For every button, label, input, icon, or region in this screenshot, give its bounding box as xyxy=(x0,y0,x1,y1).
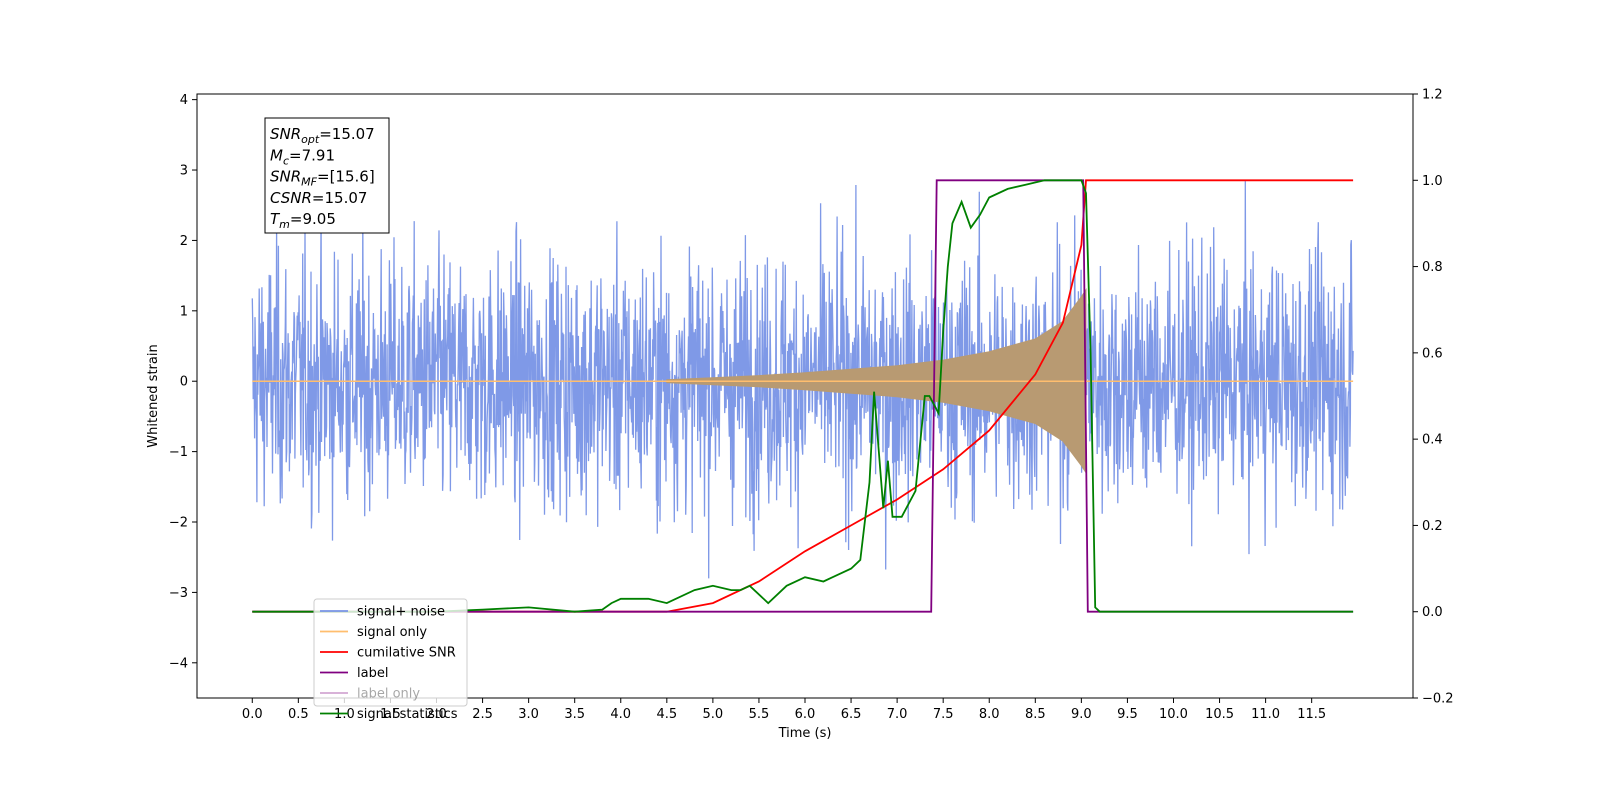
x-tick-label: 1.5 xyxy=(380,707,401,722)
x-tick-label: 6.0 xyxy=(795,707,816,722)
info-box-frame xyxy=(264,117,390,234)
y-tick-label: 3 xyxy=(180,164,188,179)
y2-tick-label: 1.0 xyxy=(1422,174,1443,189)
x-tick-label: 4.0 xyxy=(610,707,631,722)
y-tick-label: −3 xyxy=(169,586,188,601)
info-line: SNRMF=[15.6] xyxy=(270,168,375,189)
x-tick-label: 4.5 xyxy=(656,707,677,722)
x-tick-label: 1.0 xyxy=(334,707,355,722)
x-tick-label: 2.5 xyxy=(472,707,493,722)
x-axis: 0.0 0.5 1.0 1.5 2.0 2.5 3.0 3.5 4.0 4.5 5.0 5.5 6.0 6… xyxy=(242,698,1326,722)
y-tick-label: 4 xyxy=(180,93,188,108)
x-axis-label: Time (s) xyxy=(778,726,832,741)
legend: signal+ noise signal only cumilative SNR la… xyxy=(313,598,468,722)
y-tick-label: 2 xyxy=(180,234,188,249)
series-lines xyxy=(252,179,1354,613)
x-tick-label: 7.5 xyxy=(933,707,954,722)
series-line-2 xyxy=(252,179,1354,613)
x-tick-label: 2.0 xyxy=(426,707,447,722)
x-tick-label: 7.0 xyxy=(887,707,908,722)
legend-label: signal only xyxy=(357,625,427,640)
noise-series xyxy=(251,181,1354,579)
y2-tick-label: 0.2 xyxy=(1422,519,1443,534)
y-axis-right: 1.2 1.0 0.8 0.6 0.4 0.2 0.0 −0.2 xyxy=(1413,88,1454,707)
legend-label: label xyxy=(357,666,388,681)
y-tick-label: 0 xyxy=(180,375,188,390)
y-axis-left: 4 3 2 1 0 −1 −2 −3 −4 xyxy=(169,93,197,671)
x-tick-label: 0.5 xyxy=(288,707,309,722)
x-tick-label: 10.5 xyxy=(1205,707,1234,722)
x-tick-label: 11.5 xyxy=(1297,707,1326,722)
y-tick-label: 1 xyxy=(180,304,188,319)
y2-tick-label: −0.2 xyxy=(1422,692,1454,707)
y-tick-label: −4 xyxy=(169,656,188,671)
y-tick-label: −1 xyxy=(169,445,188,460)
x-tick-label: 9.0 xyxy=(1071,707,1092,722)
y2-tick-label: 1.2 xyxy=(1422,88,1443,103)
x-tick-label: 5.0 xyxy=(703,707,724,722)
legend-label: signal+ noise xyxy=(357,605,445,620)
info-line: CSNR=15.07 xyxy=(270,189,367,207)
x-tick-label: 8.5 xyxy=(1025,707,1046,722)
y-axis-label: Whitened strain xyxy=(146,344,161,447)
legend-label: label only xyxy=(357,687,420,702)
y2-tick-label: 0.4 xyxy=(1422,433,1443,448)
legend-label: cumilative SNR xyxy=(357,646,456,661)
y2-tick-label: 0.8 xyxy=(1422,260,1443,275)
y2-tick-label: 0.0 xyxy=(1422,605,1443,620)
info-line: Mc=7.91 xyxy=(270,146,335,167)
series-line-5 xyxy=(252,179,1354,613)
x-tick-label: 10.0 xyxy=(1159,707,1188,722)
legend-label: signal statistics xyxy=(357,707,458,722)
x-tick-label: 11.0 xyxy=(1251,707,1280,722)
info-box: SNRopt=15.07Mc=7.91SNRMF=[15.6]CSNR=15.0… xyxy=(264,117,390,234)
x-tick-label: 3.0 xyxy=(518,707,539,722)
x-tick-label: 6.5 xyxy=(841,707,862,722)
y-tick-label: −2 xyxy=(169,516,188,531)
info-line: Tm=9.05 xyxy=(270,210,336,231)
x-tick-label: 9.5 xyxy=(1117,707,1138,722)
x-tick-label: 5.5 xyxy=(749,707,770,722)
legend-box xyxy=(313,598,468,707)
signal-noise-line xyxy=(251,181,1354,579)
info-line: SNRopt=15.07 xyxy=(270,125,375,146)
y2-tick-label: 0.6 xyxy=(1422,346,1443,361)
x-tick-label: 0.0 xyxy=(242,707,263,722)
x-tick-label: 3.5 xyxy=(564,707,585,722)
x-tick-label: 8.0 xyxy=(979,707,1000,722)
